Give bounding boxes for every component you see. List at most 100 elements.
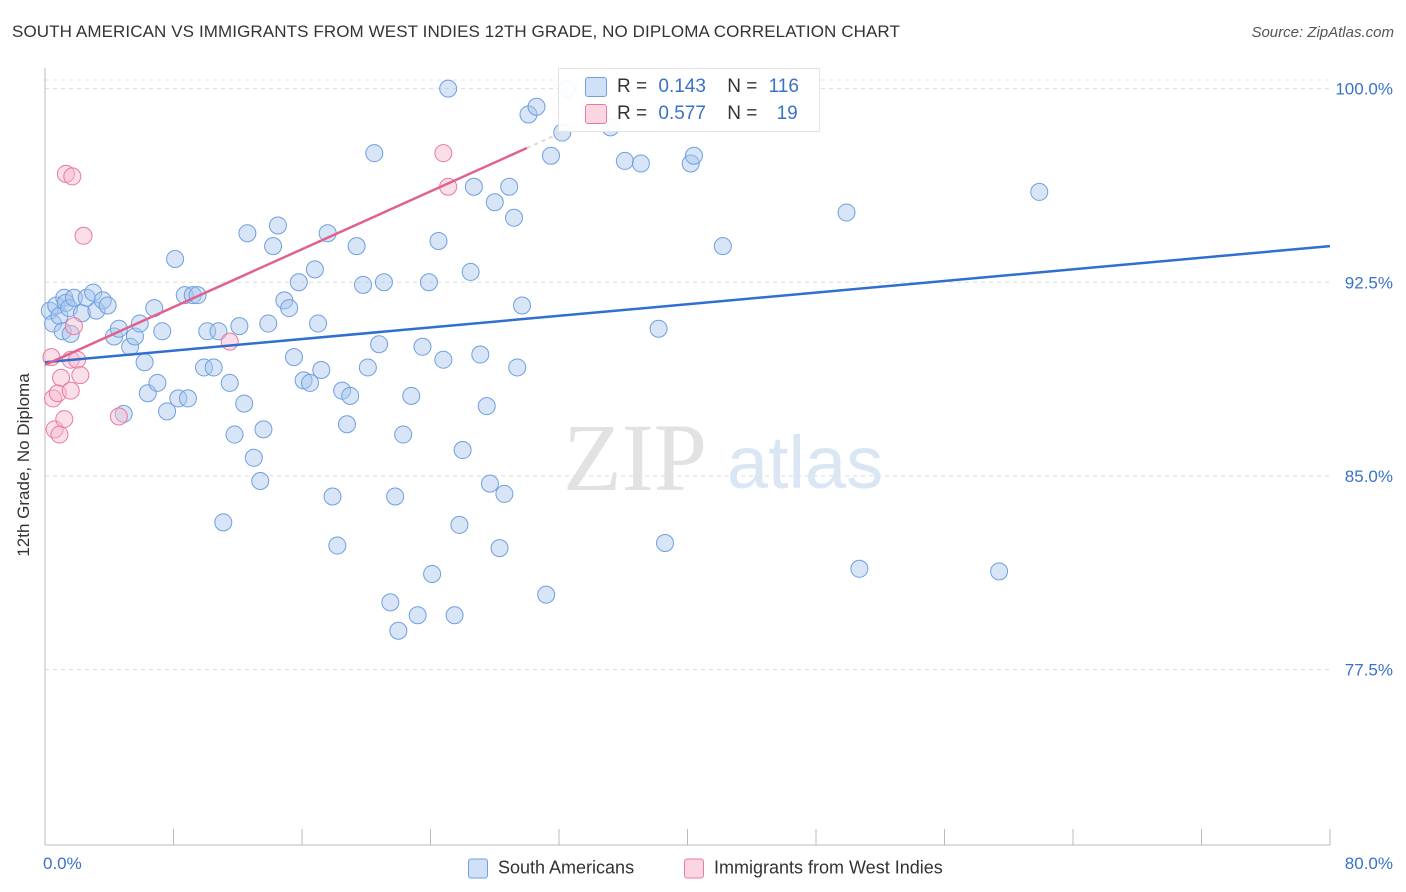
data-point-south-american <box>268 216 287 235</box>
data-point-south-american <box>541 146 560 165</box>
x-tick-label: 0.0% <box>43 854 82 873</box>
data-point-south-american <box>394 425 413 444</box>
data-point-south-american <box>64 288 83 307</box>
data-point-south-american <box>505 208 524 227</box>
n-label: N = <box>727 76 758 97</box>
data-point-south-american <box>220 373 239 392</box>
data-point-south-american <box>235 394 254 413</box>
data-point-south-american <box>1030 182 1049 201</box>
data-point-south-american <box>615 151 634 170</box>
data-point-south-american <box>453 441 472 460</box>
data-point-south-american <box>312 361 331 380</box>
data-point-west-indies <box>109 407 128 426</box>
data-point-west-indies <box>50 425 69 444</box>
data-point-south-american <box>354 275 373 294</box>
data-point-south-american <box>84 283 103 302</box>
data-point-south-american <box>477 397 496 416</box>
n-value: 19 <box>776 103 798 124</box>
watermark-atlas: atlas <box>727 421 883 504</box>
legend-item-south-americans: South Americans <box>468 858 634 879</box>
data-point-south-american <box>358 358 377 377</box>
data-point-south-american <box>684 146 703 165</box>
stats-swatch-blue <box>585 77 607 97</box>
legend-swatch-blue <box>468 858 488 878</box>
data-point-south-american <box>153 322 172 341</box>
data-point-west-indies <box>71 366 90 385</box>
data-point-south-american <box>419 273 438 292</box>
source-credit: Source: ZipAtlas.com <box>1251 24 1394 41</box>
data-point-south-american <box>230 317 249 336</box>
data-point-south-american <box>280 299 299 318</box>
data-point-south-american <box>254 420 273 439</box>
data-point-west-indies <box>61 381 80 400</box>
data-point-south-american <box>44 314 63 333</box>
data-point-south-american <box>114 404 133 423</box>
data-point-south-american <box>251 472 270 491</box>
data-point-south-american <box>461 262 480 281</box>
data-point-south-american <box>169 389 188 408</box>
data-point-south-american <box>195 358 214 377</box>
data-point-south-american <box>429 231 448 250</box>
data-point-south-american <box>537 585 556 604</box>
data-point-south-american <box>408 606 427 625</box>
y-tick-label: 92.5% <box>1345 273 1393 292</box>
data-point-south-american <box>990 562 1009 581</box>
data-point-south-american <box>464 177 483 196</box>
data-point-south-american <box>508 358 527 377</box>
data-point-south-american <box>264 237 283 256</box>
data-point-south-american <box>365 144 384 163</box>
data-point-south-american <box>225 425 244 444</box>
legend-label: South Americans <box>498 857 635 878</box>
r-value: 0.143 <box>658 76 706 97</box>
data-point-south-american <box>495 484 514 503</box>
data-point-south-american <box>374 273 393 292</box>
stats-swatch-pink <box>585 104 607 124</box>
y-tick-label: 85.0% <box>1345 467 1393 486</box>
data-point-south-american <box>631 154 650 173</box>
data-point-west-indies <box>63 167 82 186</box>
x-tick-label: 80.0% <box>1345 854 1393 873</box>
data-point-south-american <box>480 474 499 493</box>
data-point-south-american <box>445 606 464 625</box>
data-point-west-indies <box>52 368 71 387</box>
data-point-south-american <box>328 536 347 555</box>
data-point-west-indies <box>220 332 239 351</box>
data-point-west-indies <box>74 226 93 245</box>
data-point-south-american <box>158 402 177 421</box>
data-point-south-american <box>381 593 400 612</box>
data-point-south-american <box>513 296 532 315</box>
data-point-south-american <box>301 373 320 392</box>
data-point-south-american <box>93 291 112 310</box>
r-label: R = <box>617 103 648 124</box>
data-point-south-american <box>289 273 308 292</box>
data-point-south-american <box>713 237 732 256</box>
data-point-south-american <box>214 513 233 532</box>
data-point-south-american <box>284 348 303 367</box>
data-point-south-american <box>347 237 366 256</box>
data-point-south-american <box>238 224 257 243</box>
n-value: 116 <box>768 76 799 97</box>
data-point-south-american <box>323 487 342 506</box>
data-point-south-american <box>527 97 546 116</box>
data-point-south-american <box>87 301 106 320</box>
data-point-south-american <box>178 389 197 408</box>
data-point-south-american <box>485 193 504 212</box>
data-point-south-american <box>500 177 519 196</box>
data-point-south-american <box>402 386 421 405</box>
data-point-west-indies <box>64 317 83 336</box>
data-point-south-american <box>837 203 856 222</box>
axes <box>44 68 1331 846</box>
data-point-south-american <box>244 448 263 467</box>
data-point-south-american <box>450 515 469 534</box>
data-point-south-american <box>259 314 278 333</box>
r-label: R = <box>617 76 648 97</box>
trend-line-south-americans <box>44 244 1331 364</box>
data-point-south-american <box>305 260 324 279</box>
data-point-south-american <box>423 564 442 583</box>
data-point-south-american <box>386 487 405 506</box>
trend-line-west-indies <box>44 146 528 367</box>
data-point-west-indies <box>434 144 453 163</box>
data-point-south-american <box>341 386 360 405</box>
legend-label: Immigrants from West Indies <box>714 857 943 878</box>
data-point-south-american <box>98 296 117 315</box>
